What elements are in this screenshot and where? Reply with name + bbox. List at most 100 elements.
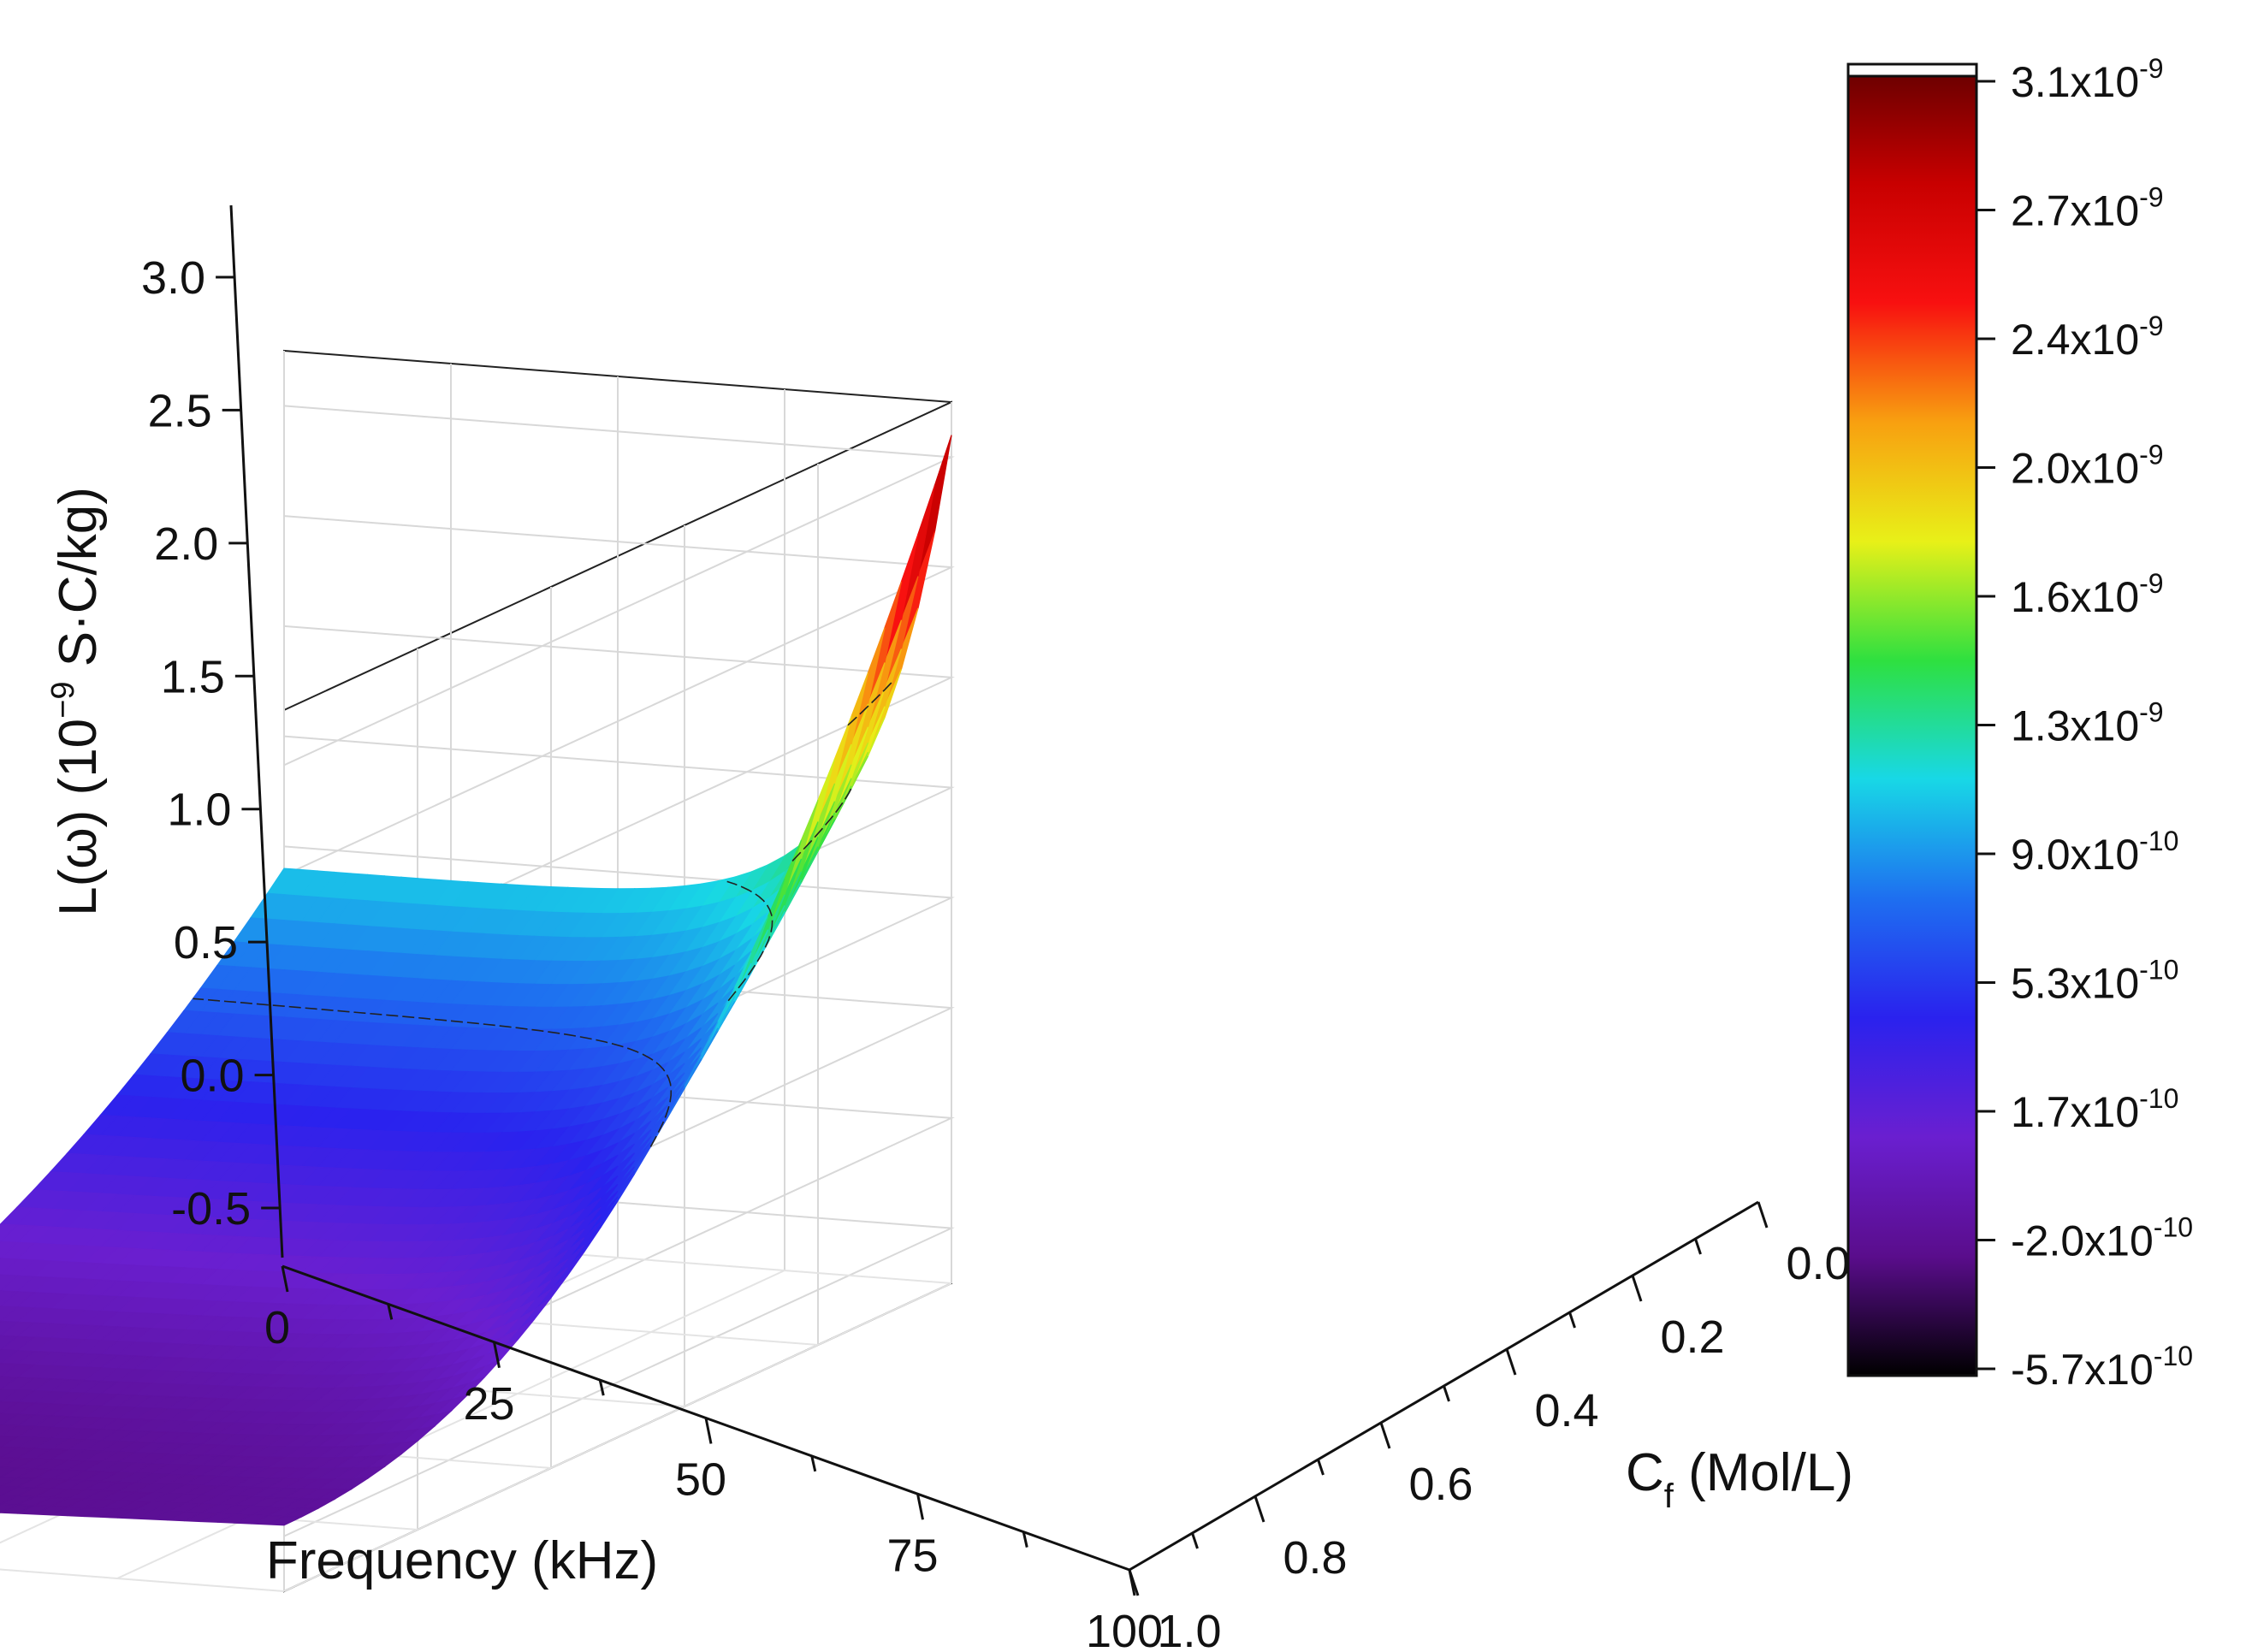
z-axis-title-unit: S·C/kg) [49, 487, 108, 681]
surface-cell [0, 1363, 3, 1365]
surface-cell [0, 1376, 3, 1378]
frequency-axis-title: Frequency (kHz) [266, 1531, 658, 1590]
surface-cell [0, 1335, 19, 1351]
contour-line [847, 679, 895, 726]
colorbar-label-exponent: -9 [2139, 440, 2163, 471]
surface-cell [0, 1320, 3, 1323]
concentration-tick [1631, 1275, 1643, 1302]
frequency-tick-label: 0 [264, 1302, 290, 1353]
surface-cell [0, 1389, 3, 1390]
concentration-tick [1757, 1201, 1769, 1229]
z-tick-label: 1.0 [167, 785, 231, 836]
surface-cell [0, 1436, 3, 1437]
z-tick-label: 3.0 [141, 252, 205, 304]
z-axis-title: L(ω) (10−9 S·C/kg) [45, 487, 108, 916]
surface-cell [0, 1466, 3, 1469]
colorbar-label: 1.7x10-10 [2011, 1083, 2178, 1136]
surface-cell [0, 1349, 3, 1351]
colorbar-label-mantissa: -5.7x10 [2011, 1346, 2154, 1394]
colorbar-label: 9.0x10-10 [2011, 826, 2178, 879]
surface-cell [0, 1240, 19, 1259]
data-surface [0, 435, 952, 1526]
z-tick-label: 1.5 [161, 651, 225, 702]
surface-cell [0, 1424, 3, 1426]
colorbar-label: -2.0x10-10 [2011, 1212, 2193, 1265]
surface-cell [0, 1456, 3, 1459]
colorbar-label-mantissa: 2.4x10 [2011, 316, 2139, 364]
colorbar-label: 3.1x10-9 [2011, 53, 2164, 106]
surface-cell [0, 1274, 19, 1292]
colorbar-label: 5.3x10-10 [2011, 955, 2178, 1008]
surface-cell [0, 1503, 18, 1513]
colorbar-label-mantissa: 1.7x10 [2011, 1088, 2139, 1136]
surface-cell [0, 1400, 19, 1414]
surface-cell [0, 1274, 2, 1276]
surface-cell [0, 1306, 3, 1308]
colorbar-label-mantissa: 2.7x10 [2011, 187, 2139, 235]
surface-cell [0, 1424, 19, 1437]
frequency-tick [281, 1265, 289, 1293]
colorbar-label: 1.6x10-9 [2011, 568, 2164, 621]
colorbar-label-mantissa: 1.6x10 [2011, 573, 2139, 621]
colorbar-label-exponent: -9 [2139, 697, 2163, 728]
surface-cell [0, 1290, 19, 1307]
colorbar-label-exponent: -10 [2139, 1083, 2178, 1114]
frequency-tick [916, 1493, 924, 1520]
concentration-minor-tick [1694, 1238, 1702, 1255]
surface-cell [0, 1306, 19, 1323]
concentration-minor-tick [1443, 1385, 1450, 1402]
colorbar-label-exponent: -9 [2139, 311, 2163, 341]
surface-cell [0, 1485, 3, 1488]
surface-cell [0, 1240, 2, 1243]
colorbar: 3.1x10-92.7x10-92.4x10-92.0x10-91.6x10-9… [1846, 53, 2193, 1394]
surface-cell [0, 1485, 20, 1496]
z-tick-label: -0.5 [171, 1183, 251, 1235]
surface-cell [0, 1503, 1, 1506]
colorbar-label: 2.0x10-9 [2011, 440, 2164, 493]
surface-cell [0, 1349, 19, 1365]
concentration-tick-label: 0.6 [1408, 1459, 1473, 1510]
concentration-minor-tick [1191, 1532, 1199, 1549]
colorbar-label-exponent: -10 [2139, 955, 2178, 986]
floor-gridline [283, 1282, 952, 1592]
colorbar-label-mantissa: 2.0x10 [2011, 445, 2139, 493]
colorbar-label-mantissa: 3.1x10 [2011, 58, 2139, 106]
surface-cell [0, 1400, 3, 1403]
surface-cell [0, 1376, 19, 1390]
concentration-tick-label: 0.0 [1786, 1238, 1850, 1289]
concentration-title-unit: (Mol/L) [1674, 1443, 1853, 1502]
surface-cell [0, 1412, 3, 1415]
z-axis-title-exponent: −9 [45, 682, 81, 719]
colorbar-label-mantissa: 1.3x10 [2011, 702, 2139, 750]
colorbar-label-exponent: -10 [2154, 1341, 2193, 1371]
surface-cell [0, 1363, 19, 1377]
surface-cell [0, 1476, 20, 1488]
surface-cell [0, 1446, 20, 1459]
surface-cell [0, 1476, 3, 1478]
z-tick-label: 2.5 [148, 385, 212, 436]
concentration-tick [1505, 1348, 1517, 1376]
concentration-minor-tick [1568, 1312, 1576, 1329]
surface-cell [0, 1290, 3, 1293]
axes: -0.5 0.0 0.5 1.0 1.5 2.0 2.5 3.0 L(ω) (10−9 S·C/… [45, 204, 1853, 1652]
concentration-tick-label: 0.2 [1660, 1312, 1724, 1363]
surface-cell [0, 1258, 2, 1260]
concentration-tick [1253, 1495, 1265, 1523]
concentration-tick-label: 1.0 [1157, 1606, 1221, 1652]
floor-gridline [0, 1568, 285, 1592]
z-tick-label: 0.0 [181, 1051, 245, 1102]
colorbar-label-mantissa: 9.0x10 [2011, 831, 2139, 879]
z-tick-label: 0.5 [174, 917, 238, 968]
colorbar-label-mantissa: 5.3x10 [2011, 960, 2139, 1008]
colorbar-gradient [1846, 62, 1978, 1377]
colorbar-label-mantissa: -2.0x10 [2011, 1217, 2154, 1265]
concentration-tick-label: 0.4 [1534, 1385, 1598, 1436]
surface-cell [0, 1466, 20, 1478]
colorbar-label: 2.7x10-9 [2011, 182, 2164, 235]
surface-cell [0, 1223, 19, 1242]
frequency-minor-tick [810, 1455, 817, 1472]
frequency-tick-label: 50 [675, 1454, 726, 1506]
frequency-tick [493, 1341, 501, 1369]
frequency-minor-tick [387, 1304, 394, 1320]
surface-cell [0, 1495, 18, 1505]
